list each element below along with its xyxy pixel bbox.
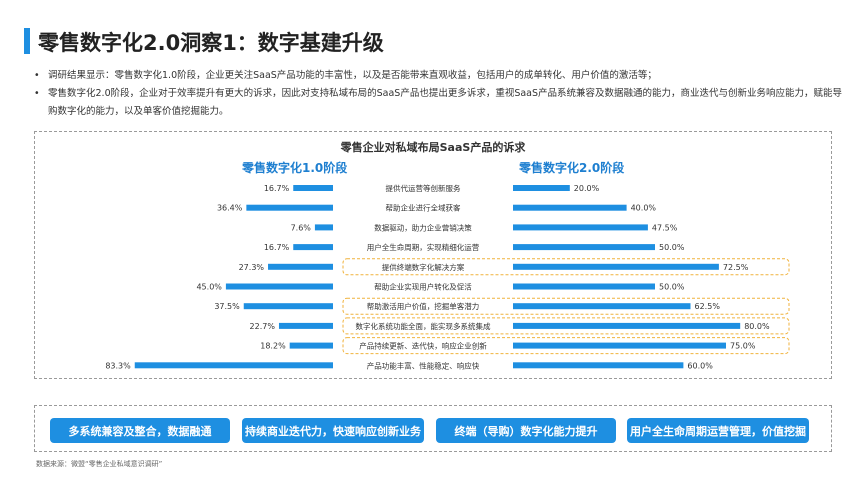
summary-pill-lifecycle: 用户全生命周期运营管理，价值挖掘 — [627, 418, 809, 443]
right-data-label: 72.5% — [723, 263, 749, 272]
left-data-label: 37.5% — [214, 302, 240, 311]
left-bar — [278, 322, 333, 329]
right-data-label: 75.0% — [730, 342, 756, 351]
left-data-label: 45.0% — [196, 283, 222, 292]
bullet-list: 调研结果显示：零售数字化1.0阶段，企业更关注SaaS产品功能的丰富性，以及是否… — [34, 67, 844, 121]
category-label: 产品功能丰富、性能稳定、响应快 — [367, 360, 480, 370]
right-bar — [513, 342, 726, 349]
highlight-frame — [342, 297, 790, 315]
category-label: 提供代运营等创新服务 — [386, 183, 461, 193]
left-data-label: 27.3% — [239, 263, 265, 272]
left-bar — [293, 244, 333, 251]
right-data-label: 62.5% — [695, 302, 721, 311]
source-note: 数据来源：微盟“零售企业私域意识调研” — [36, 460, 163, 468]
title-accent-bar — [24, 28, 30, 54]
left-bar — [225, 283, 333, 290]
bullet-item-2: 零售数字化2.0阶段，企业对于效率提升有更大的诉求，因此对支持私域布局的SaaS… — [34, 85, 844, 121]
right-data-label: 50.0% — [659, 243, 685, 252]
right-series-title: 零售数字化2.0阶段 — [519, 161, 625, 175]
left-data-label: 18.2% — [260, 342, 286, 351]
left-data-label: 36.4% — [217, 204, 243, 213]
butterfly-bar-chart: 16.7% 提供代运营等创新服务 20.0% 36.4% 帮助企业进行全域获客 40.0%… — [105, 183, 790, 370]
left-data-label: 22.7% — [250, 322, 276, 331]
highlight-frame — [342, 317, 790, 335]
page-title: 零售数字化2.0洞察1：数字基建升级 — [38, 31, 384, 55]
category-label: 帮助企业实现用户转化及促活 — [374, 282, 472, 292]
right-data-label: 40.0% — [631, 204, 657, 213]
right-data-label: 50.0% — [659, 283, 685, 292]
category-label: 数据驱动，助力企业营销决策 — [374, 222, 472, 232]
category-label: 提供终端数字化解决方案 — [382, 262, 465, 272]
summary-pill-integration: 多系统兼容及整合，数据融通 — [50, 418, 230, 443]
right-bar — [513, 362, 684, 369]
left-data-label: 16.7% — [264, 243, 290, 252]
right-bar — [513, 322, 741, 329]
left-bar — [243, 303, 333, 310]
highlight-frame — [342, 337, 790, 355]
left-bar — [293, 185, 333, 191]
category-label: 用户全生命周期，实现精细化运营 — [367, 242, 480, 252]
left-series-title: 零售数字化1.0阶段 — [242, 161, 348, 175]
right-bar — [513, 283, 655, 290]
category-label: 数字化系统功能全面，能实现多系统集成 — [356, 321, 491, 331]
left-data-label: 16.7% — [264, 184, 290, 193]
right-data-label: 80.0% — [744, 322, 770, 331]
right-bar — [513, 224, 648, 231]
left-bar — [314, 224, 333, 231]
right-bar — [513, 244, 655, 251]
category-label: 帮助激活用户价值，挖掘单客潜力 — [367, 301, 480, 311]
left-bar — [268, 263, 333, 270]
right-bar — [513, 303, 691, 310]
highlight-frame — [342, 258, 790, 276]
right-data-label: 20.0% — [574, 184, 600, 193]
right-bar — [513, 263, 719, 270]
summary-pill-terminal: 终端（导购）数字化能力提升 — [436, 418, 616, 443]
chart-panel: 零售企业对私域布局SaaS产品的诉求 零售数字化1.0阶段 零售数字化2.0阶段… — [34, 131, 832, 379]
category-label: 产品持续更新、迭代快，响应企业创新 — [359, 341, 487, 351]
category-label: 帮助企业进行全域获客 — [386, 203, 461, 213]
right-data-label: 60.0% — [687, 361, 713, 370]
left-data-label: 83.3% — [105, 361, 131, 370]
right-bar — [513, 204, 627, 211]
right-data-label: 47.5% — [652, 223, 678, 232]
left-bar — [134, 362, 333, 369]
summary-pill-iteration: 持续商业迭代力，快速响应创新业务 — [242, 418, 424, 443]
left-bar — [289, 342, 333, 349]
left-data-label: 7.6% — [291, 223, 312, 232]
bullet-item-1: 调研结果显示：零售数字化1.0阶段，企业更关注SaaS产品功能的丰富性，以及是否… — [34, 67, 844, 85]
left-bar — [246, 204, 333, 211]
right-bar — [513, 185, 570, 191]
summary-panel: 多系统兼容及整合，数据融通 持续商业迭代力，快速响应创新业务 终端（导购）数字化… — [34, 405, 832, 452]
chart-title: 零售企业对私域布局SaaS产品的诉求 — [340, 141, 526, 154]
